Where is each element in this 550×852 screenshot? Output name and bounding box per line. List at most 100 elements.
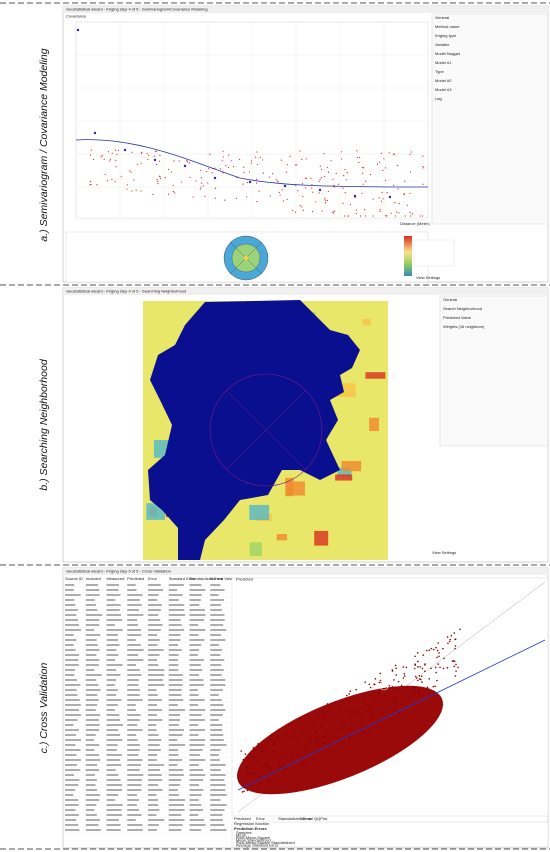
cell-text bbox=[85, 639, 97, 641]
cell-text bbox=[168, 759, 183, 761]
point bbox=[341, 158, 343, 160]
point bbox=[402, 677, 405, 679]
cell-text bbox=[148, 594, 159, 596]
cell-text bbox=[210, 764, 226, 766]
cell-text bbox=[127, 599, 140, 601]
cell-text bbox=[210, 779, 225, 781]
point bbox=[246, 196, 248, 198]
cell-text bbox=[65, 729, 79, 731]
point bbox=[219, 168, 222, 170]
point bbox=[436, 649, 439, 652]
point bbox=[345, 179, 347, 181]
cell-text bbox=[148, 734, 159, 736]
point bbox=[455, 670, 457, 672]
point bbox=[438, 652, 440, 654]
point bbox=[153, 155, 155, 157]
point bbox=[172, 191, 175, 193]
point bbox=[412, 686, 415, 688]
point bbox=[270, 769, 272, 772]
cell-text bbox=[65, 609, 78, 611]
view-settings-button[interactable]: View Settings bbox=[416, 275, 440, 280]
cell-text bbox=[189, 769, 204, 771]
point bbox=[293, 735, 296, 738]
cell-text bbox=[85, 599, 95, 601]
cell-text bbox=[106, 804, 123, 806]
point bbox=[368, 709, 370, 712]
property-label: Lag bbox=[435, 96, 442, 101]
cell-text bbox=[106, 734, 121, 736]
panel-label: b.) Searching Neighborhood bbox=[38, 358, 50, 490]
cell-text bbox=[85, 684, 99, 686]
point bbox=[278, 191, 280, 193]
cell-text bbox=[106, 624, 115, 626]
cell-text bbox=[85, 694, 98, 696]
point bbox=[297, 738, 300, 740]
stat-label: Samples bbox=[236, 830, 252, 835]
point bbox=[356, 711, 359, 713]
point bbox=[339, 742, 342, 744]
point bbox=[361, 166, 363, 169]
point bbox=[326, 703, 329, 705]
binned-point bbox=[153, 158, 157, 162]
point bbox=[239, 158, 241, 161]
cell-text bbox=[65, 654, 80, 656]
point bbox=[254, 748, 256, 751]
cell-text bbox=[210, 754, 219, 756]
cell-text bbox=[168, 679, 183, 681]
cell-text bbox=[85, 754, 100, 756]
cell-text bbox=[106, 649, 117, 651]
cell-text bbox=[85, 669, 95, 671]
point bbox=[152, 193, 154, 196]
cell-text bbox=[210, 759, 220, 761]
point bbox=[419, 678, 422, 681]
property-label: Method name bbox=[435, 24, 460, 29]
cell-text bbox=[106, 589, 119, 591]
point bbox=[378, 161, 381, 163]
point bbox=[186, 161, 189, 163]
point bbox=[318, 180, 320, 183]
cell-text bbox=[189, 734, 199, 736]
point bbox=[356, 150, 358, 152]
point bbox=[230, 160, 232, 162]
point bbox=[344, 708, 347, 710]
cell-text bbox=[210, 734, 224, 736]
patch bbox=[365, 372, 386, 379]
cell-text bbox=[127, 634, 142, 636]
cell-text bbox=[148, 634, 158, 636]
cell-text bbox=[106, 629, 123, 631]
point bbox=[275, 179, 277, 181]
view-settings-button[interactable]: View Settings bbox=[432, 550, 456, 555]
tab: Error bbox=[256, 816, 266, 821]
property-label: Type bbox=[435, 69, 444, 74]
cell-text bbox=[65, 599, 75, 601]
point bbox=[252, 746, 255, 749]
properties-panel bbox=[431, 13, 549, 225]
cell-text bbox=[106, 669, 117, 671]
point bbox=[297, 718, 300, 720]
point bbox=[326, 199, 328, 202]
cell-text bbox=[168, 734, 183, 736]
point bbox=[412, 692, 415, 695]
cell-text bbox=[65, 794, 74, 796]
cell-text bbox=[210, 804, 227, 806]
cell-text bbox=[106, 744, 118, 746]
point bbox=[249, 784, 251, 787]
point bbox=[364, 703, 367, 705]
binned-point bbox=[248, 180, 252, 184]
cell-text bbox=[210, 744, 227, 746]
cell-text bbox=[85, 714, 101, 716]
cell-text bbox=[189, 799, 199, 801]
point bbox=[286, 198, 288, 200]
point bbox=[372, 215, 374, 217]
point bbox=[328, 708, 330, 711]
point bbox=[326, 730, 328, 732]
cell-text bbox=[210, 619, 225, 621]
point bbox=[180, 181, 182, 183]
cell-text bbox=[168, 649, 182, 651]
cell-text bbox=[189, 699, 205, 701]
point bbox=[343, 726, 346, 729]
point bbox=[344, 697, 347, 700]
cell-text bbox=[85, 589, 100, 591]
point bbox=[207, 182, 209, 184]
cell-text bbox=[189, 739, 206, 741]
